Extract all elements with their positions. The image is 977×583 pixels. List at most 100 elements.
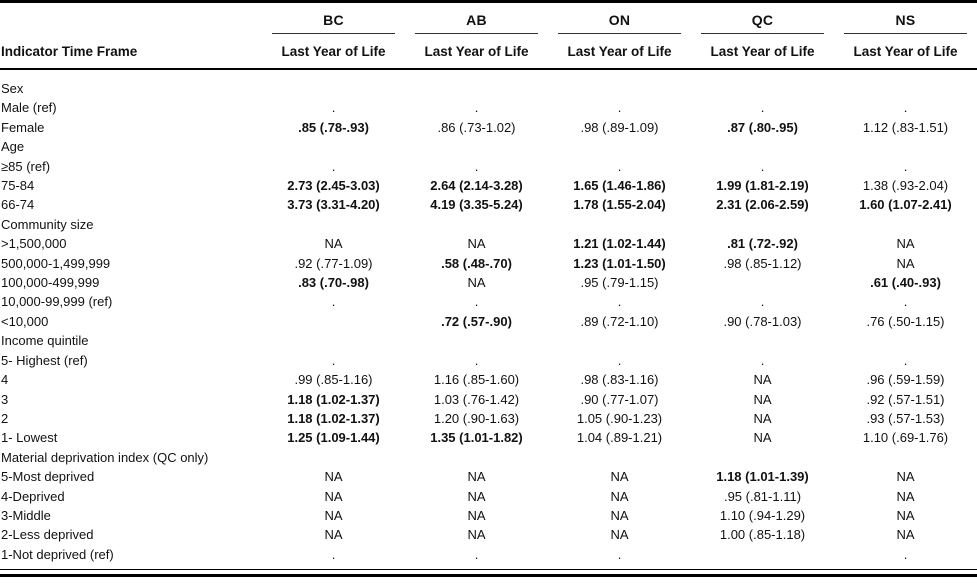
table-row: 75-84 2.73 (2.45-3.03) 2.64 (2.14-3.28) 1.6… xyxy=(0,176,977,195)
cell-value: . xyxy=(331,100,336,116)
subheader-last-year-of-life: Last Year of Life xyxy=(262,34,405,70)
subheader-last-year-of-life: Last Year of Life xyxy=(691,34,834,70)
province-underline xyxy=(558,33,681,34)
cell-value: 1.18 (1.02-1.37) xyxy=(287,410,380,426)
cell-value: .93 (.57-1.53) xyxy=(866,410,945,426)
cell-value: . xyxy=(474,158,479,174)
province-header-ab: AB xyxy=(405,2,548,34)
row-label: 5-Most deprived xyxy=(1,469,95,485)
cell-value: NA xyxy=(896,255,915,271)
row-label: Material deprivation index (QC only) xyxy=(1,449,209,465)
cell-value xyxy=(691,273,834,292)
cell-value: 1.65 (1.46-1.86) xyxy=(573,178,666,194)
cell-value xyxy=(691,545,834,564)
cell-value: . xyxy=(760,100,765,116)
row-label: 2 xyxy=(1,410,9,426)
cell-value: . xyxy=(331,352,336,368)
cell-value: .99 (.85-1.16) xyxy=(294,372,373,388)
cell-value: .87 (.80-.95) xyxy=(727,119,798,135)
province-header-qc: QC xyxy=(691,2,834,34)
cell-value xyxy=(548,331,691,350)
cell-value xyxy=(405,448,548,467)
province-label: ON xyxy=(608,12,631,28)
cell-value: .95 (.79-1.15) xyxy=(580,275,659,291)
results-table: BC AB ON QC NS xyxy=(0,0,977,564)
province-underline xyxy=(415,33,538,34)
row-label: 10,000-99,999 (ref) xyxy=(1,294,113,310)
subheader-row: Indicator Time Frame Last Year of Life L… xyxy=(0,34,977,70)
table-row: 5-Most deprived NA NA NA 1.18 (1.01-1.39) NA xyxy=(0,467,977,486)
cell-value: .92 (.57-1.51) xyxy=(866,391,945,407)
cell-value xyxy=(262,448,405,467)
cell-value: . xyxy=(474,352,479,368)
row-label: 3-Middle xyxy=(1,507,51,523)
cell-value: . xyxy=(617,546,622,562)
cell-value: 1.18 (1.01-1.39) xyxy=(716,469,809,485)
cell-value xyxy=(834,69,977,98)
table-row: Material deprivation index (QC only) xyxy=(0,448,977,467)
table-row: <10,000 .72 (.57-.90) .89 (.72-1.10) .90 (.… xyxy=(0,312,977,331)
cell-value: 1.12 (.83-1.51) xyxy=(862,119,949,135)
cell-value: . xyxy=(760,294,765,310)
cell-value: . xyxy=(903,546,908,562)
cell-value: 1.23 (1.01-1.50) xyxy=(573,255,666,271)
cell-value: NA xyxy=(467,527,486,543)
table-row: Male (ref)..... xyxy=(0,98,977,117)
cell-value: .58 (.48-.70) xyxy=(441,255,512,271)
table-row: 3 1.18 (1.02-1.37) 1.03 (.76-1.42) .90 (.77… xyxy=(0,390,977,409)
cell-value xyxy=(834,215,977,234)
cell-value: 1.35 (1.01-1.82) xyxy=(430,430,523,446)
row-label: Community size xyxy=(1,216,94,232)
cell-value: NA xyxy=(896,527,915,543)
cell-value: . xyxy=(474,546,479,562)
table-row: 5- Highest (ref)..... xyxy=(0,351,977,370)
cell-value: .72 (.57-.90) xyxy=(441,313,512,329)
row-label: <10,000 xyxy=(1,313,49,329)
cell-value xyxy=(405,137,548,156)
cell-value: . xyxy=(331,294,336,310)
row-label: 1-Not deprived (ref) xyxy=(1,546,114,562)
row-label: 3 xyxy=(1,391,9,407)
province-label: AB xyxy=(466,12,487,28)
province-underline xyxy=(272,33,395,34)
bottom-rule-thick xyxy=(0,574,977,578)
cell-value: 1.04 (.89-1.21) xyxy=(576,430,663,446)
cell-value: 2.31 (2.06-2.59) xyxy=(716,197,809,213)
cell-value: 1.21 (1.02-1.44) xyxy=(573,236,666,252)
cell-value: .90 (.77-1.07) xyxy=(580,391,659,407)
cell-value: NA xyxy=(324,527,343,543)
cell-value: 1.78 (1.55-2.04) xyxy=(573,197,666,213)
cell-value: . xyxy=(331,158,336,174)
cell-value: .98 (.83-1.16) xyxy=(580,372,659,388)
cell-value: . xyxy=(760,158,765,174)
table-row: 4 .99 (.85-1.16) 1.16 (.85-1.60) .98 (.83-1… xyxy=(0,370,977,389)
table-row: 4-Deprived NA NA NA .95 (.81-1.11) NA xyxy=(0,487,977,506)
subheader-last-year-of-life: Last Year of Life xyxy=(834,34,977,70)
cell-value: NA xyxy=(610,488,629,504)
table-row: 2 1.18 (1.02-1.37) 1.20 (.90-1.63) 1.05 (.9… xyxy=(0,409,977,428)
bottom-rule-thin xyxy=(0,569,977,571)
cell-value: .90 (.78-1.03) xyxy=(723,313,802,329)
table-row: Sex xyxy=(0,69,977,98)
cell-value: . xyxy=(903,352,908,368)
table-row: Female .85 (.78-.93) .86 (.73-1.02) .98 (.8… xyxy=(0,118,977,137)
table-row: Age xyxy=(0,137,977,156)
cell-value xyxy=(405,331,548,350)
table-row: 66-74 3.73 (3.31-4.20) 4.19 (3.35-5.24) 1.7… xyxy=(0,195,977,214)
row-label: Income quintile xyxy=(1,333,89,349)
cell-value: 3.73 (3.31-4.20) xyxy=(287,197,380,213)
cell-value xyxy=(548,137,691,156)
cell-value xyxy=(262,331,405,350)
header-spacer xyxy=(0,2,262,35)
cell-value xyxy=(691,448,834,467)
province-header-on: ON xyxy=(548,2,691,34)
cell-value: . xyxy=(617,352,622,368)
row-label: 75-84 xyxy=(1,178,35,194)
cell-value xyxy=(548,69,691,98)
cell-value: .83 (.70-.98) xyxy=(298,275,369,291)
cell-value: 1.10 (.69-1.76) xyxy=(862,430,949,446)
cell-value: NA xyxy=(610,507,629,523)
row-label: 500,000-1,499,999 xyxy=(1,255,111,271)
cell-value: 1.25 (1.09-1.44) xyxy=(287,430,380,446)
table-body: Sex Male (ref)..... Female .85 (.78-.93) .86… xyxy=(0,69,977,564)
